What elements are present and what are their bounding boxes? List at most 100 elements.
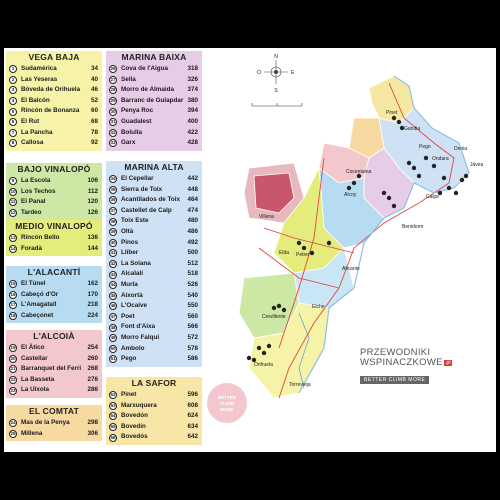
crag-page: 526 <box>187 280 198 288</box>
crag-number: 25 <box>9 429 17 438</box>
compass-n: N <box>274 54 278 60</box>
crag-name: Cova de l'Aigua <box>121 65 168 72</box>
crag-entry: 15 El Túnel 162 <box>6 279 102 290</box>
crag-name: Barranquet del Ferri <box>21 365 82 373</box>
crag-marker <box>416 173 422 179</box>
town-javea: Jávea <box>470 162 484 168</box>
compass-w: O <box>257 70 261 76</box>
crag-name: Llíber <box>121 249 139 257</box>
crag-number: 19 <box>9 344 17 353</box>
river <box>298 312 310 389</box>
compass-s: S <box>274 88 278 94</box>
crag-name: El Àtico <box>21 344 45 351</box>
crag-entry: 24 Mas de la Penya 298 <box>6 418 102 429</box>
crag-entry: 8 Callosa 92 <box>6 138 102 149</box>
crag-entry: 45 Aixortà 540 <box>106 291 202 302</box>
town-alicante: Alicante <box>342 266 360 272</box>
crag-number: 5 <box>9 107 17 116</box>
town-elche: Elche <box>312 304 325 310</box>
crag-name: Aixortà <box>121 291 143 299</box>
crag-name: El Rut <box>21 117 40 125</box>
crag-page: 624 <box>187 412 198 420</box>
crag-page: 550 <box>187 302 198 310</box>
crag-number: 50 <box>109 344 117 353</box>
crag-entry: 21 Barranquet del Ferri 268 <box>6 364 102 375</box>
crag-page: 286 <box>87 386 98 394</box>
crag-page: 260 <box>87 354 98 362</box>
crag-name: Pinos <box>121 238 139 246</box>
crag-entry: 25 Millena 306 <box>6 429 102 440</box>
publisher-logo: PRZEWODNIKI WSPINACZKOWE .pl BETTER CLIMB… <box>360 348 452 386</box>
crag-number: 53 <box>109 401 117 410</box>
crag-entry: 17 L'Amagatall 218 <box>6 300 102 311</box>
crag-page: 448 <box>187 185 198 193</box>
crag-number: 18 <box>9 312 17 321</box>
region-alto-vinalopo-inner <box>253 172 295 214</box>
crag-markers <box>246 115 469 363</box>
crag-entry: 55 Bovedín 634 <box>106 422 202 433</box>
crag-marker <box>281 307 287 313</box>
crag-marker <box>453 190 459 196</box>
region-map: N S E O <box>238 54 484 399</box>
brand-tld: .pl <box>443 360 452 366</box>
crag-entry: 22 La Basseta 276 <box>6 375 102 386</box>
section-title: EL COMTAT <box>29 406 79 416</box>
crag-entry: 39 Oltà 486 <box>106 227 202 238</box>
crag-page: 400 <box>187 117 198 125</box>
crag-name: Rincón Bello <box>21 234 60 241</box>
crag-page: 298 <box>87 419 98 426</box>
crag-entry: 48 Font d'Aixa 566 <box>106 322 202 333</box>
crag-name: Alcalalí <box>121 270 144 278</box>
crag-entry: 33 Garx 428 <box>106 138 202 149</box>
section-title: MARINA BAIXA <box>121 52 187 62</box>
section-safor: LA SAFOR 52 Pinet 596 53 Marxuquera 608 54 Boved… <box>106 377 202 445</box>
crag-number: 55 <box>109 423 117 432</box>
section-title: MEDIO VINALOPÓ <box>15 221 93 231</box>
crag-entry: 9 La Escola 106 <box>6 176 102 187</box>
town-denia: Denia <box>454 146 467 152</box>
crag-entry: 18 Cabeçonet 224 <box>6 311 102 322</box>
crag-name: Poet <box>121 312 135 320</box>
crag-entry: 49 Morro Falquí 572 <box>106 333 202 344</box>
crag-entry: 27 Sella 326 <box>106 75 202 86</box>
crag-page: 60 <box>90 107 98 115</box>
crag-page: 586 <box>187 355 198 363</box>
section-marina-alta: MARINA ALTA 34 El Cepellar 442 35 Sierra de T… <box>106 161 202 367</box>
crag-page: 596 <box>187 391 198 398</box>
crag-page: 578 <box>187 344 198 352</box>
crag-entry: 28 Morro de Almaida 374 <box>106 85 202 96</box>
crag-number: 28 <box>109 86 117 95</box>
crag-number: 56 <box>109 433 117 442</box>
town-labels: Pinet Gandia Pego Ondara Denia Jávea Cal… <box>254 110 484 388</box>
crag-page: 144 <box>87 244 98 252</box>
crag-page: 394 <box>187 107 198 115</box>
section-title: VEGA BAJA <box>28 52 80 62</box>
crag-number: 8 <box>9 139 17 148</box>
crag-name: Bovedós <box>121 433 148 441</box>
crag-name: El Túnel <box>21 280 46 287</box>
crag-name: La Uixola <box>21 386 49 394</box>
crag-entry: 23 La Uixola 286 <box>6 385 102 396</box>
town-elda: Elda <box>279 250 289 256</box>
crag-number: 10 <box>9 187 17 196</box>
crag-name: Castellet de Calp <box>121 206 172 214</box>
crag-entry: 26 Cova de l'Aigua 318 <box>106 64 202 75</box>
crag-number: 32 <box>109 128 117 137</box>
crag-page: 500 <box>187 249 198 257</box>
crag-page: 572 <box>187 333 198 341</box>
coastline <box>298 75 470 394</box>
crag-number: 23 <box>9 386 17 395</box>
crag-number: 12 <box>9 209 17 218</box>
crag-name: Rincón de Bonanza <box>21 107 80 115</box>
crag-page: 170 <box>87 290 98 298</box>
town-villena: Villena <box>259 214 274 220</box>
crag-marker <box>271 305 277 311</box>
crag-name: Marxuquera <box>121 401 157 409</box>
crag-entry: 44 Murla 526 <box>106 280 202 291</box>
crag-number: 24 <box>9 419 17 428</box>
crag-number: 48 <box>109 323 117 332</box>
crag-name: Acantilados de Toix <box>121 196 181 204</box>
crag-number: 49 <box>109 334 117 343</box>
crag-marker <box>276 303 282 309</box>
crag-number: 39 <box>109 228 117 237</box>
